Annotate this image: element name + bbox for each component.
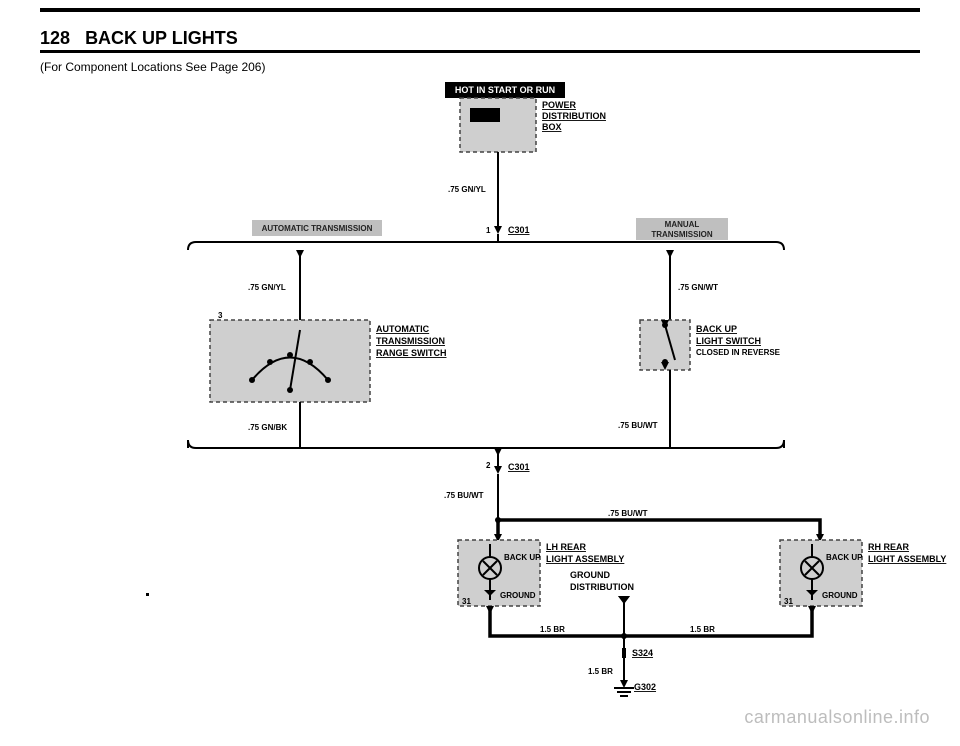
wire-label-buwt-right: .75 BU/WT: [618, 421, 658, 430]
label-two: 2: [486, 461, 491, 470]
wiring-diagram: HOT IN START OR RUN POWER DISTRIBUTION B…: [0, 0, 960, 746]
br-l: 1.5 BR: [540, 625, 565, 634]
wire-label-gnbk: .75 GN/BK: [248, 423, 287, 432]
wire-label-buwt-split: .75 BU/WT: [608, 509, 648, 518]
wire-label-gnwt-right: .75 GN/WT: [678, 283, 718, 292]
ats-l2: TRANSMISSION: [376, 336, 445, 346]
power-box-l1: POWER: [542, 100, 577, 110]
bul-l3: CLOSED IN REVERSE: [696, 348, 781, 357]
manual-trans-label1: MANUAL: [665, 220, 700, 229]
manual-trans-label2: TRANSMISSION: [651, 230, 713, 239]
gd-l1: GROUND: [570, 570, 610, 580]
rh-l2: LIGHT ASSEMBLY: [868, 554, 946, 564]
lh-l2: LIGHT ASSEMBLY: [546, 554, 624, 564]
label-c301-b: C301: [508, 462, 530, 472]
power-dist-box: [460, 98, 536, 152]
ats-l3: RANGE SWITCH: [376, 348, 447, 358]
lh-l1: LH REAR: [546, 542, 586, 552]
auto-trans-label: AUTOMATIC TRANSMISSION: [262, 224, 373, 233]
gd-l2: DISTRIBUTION: [570, 582, 634, 592]
label-one: 1: [486, 226, 491, 235]
power-box-l3: BOX: [542, 122, 562, 132]
split-right: [498, 520, 820, 538]
label-31a: 31: [462, 597, 471, 606]
top-split-bar: [188, 242, 784, 250]
wire-label-gnyl-left: .75 GN/YL: [248, 283, 286, 292]
left-down-arrow: [296, 250, 304, 258]
right-down-arrow: [666, 250, 674, 258]
label-c301-top: C301: [508, 225, 530, 235]
ats-l1: AUTOMATIC: [376, 324, 430, 334]
wire-label-buwt-down: .75 BU/WT: [444, 491, 484, 500]
connector-c301-top-arrow: [494, 226, 502, 234]
fuse-icon: [470, 108, 500, 122]
s324: S324: [632, 648, 653, 658]
rh-l1: RH REAR: [868, 542, 910, 552]
br-r: 1.5 BR: [690, 625, 715, 634]
backup-a: BACK UP: [504, 553, 541, 562]
hot-banner-text: HOT IN START OR RUN: [455, 85, 555, 95]
scan-artifact: [146, 593, 149, 596]
label-three: 3: [218, 311, 223, 320]
br-b: 1.5 BR: [588, 667, 613, 676]
ground-a: GROUND: [500, 591, 536, 600]
ground-right: [624, 606, 812, 636]
label-31b: 31: [784, 597, 793, 606]
ground-b: GROUND: [822, 591, 858, 600]
wire-label-gnyl-top: .75 GN/YL: [448, 185, 486, 194]
bul-l2: LIGHT SWITCH: [696, 336, 761, 346]
bul-l1: BACK UP: [696, 324, 737, 334]
watermark: carmanualsonline.info: [744, 707, 930, 728]
g302: G302: [634, 682, 656, 692]
backup-b: BACK UP: [826, 553, 863, 562]
power-box-l2: DISTRIBUTION: [542, 111, 606, 121]
